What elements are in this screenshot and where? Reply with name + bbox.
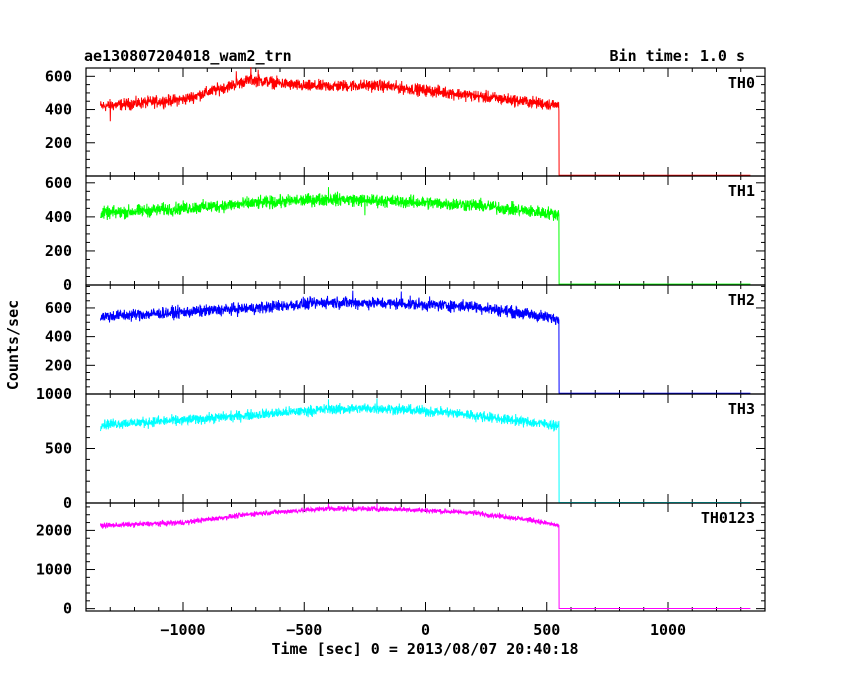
series-line-th0 <box>100 67 751 176</box>
y-tick-label: 0 <box>63 600 72 618</box>
panel-label-th0: TH0 <box>728 74 755 92</box>
y-tick-label: 600 <box>45 67 72 85</box>
y-tick-label: 200 <box>45 242 72 260</box>
series-line-th1 <box>100 187 751 285</box>
y-tick-label: 1000 <box>36 385 72 403</box>
bin-time-label: Bin time: 1.0 s <box>610 47 745 65</box>
x-tick-label: 500 <box>533 621 560 639</box>
panel-label-th3: TH3 <box>728 400 755 418</box>
x-tick-label: 1000 <box>650 621 686 639</box>
panel-label-th0123: TH0123 <box>701 509 755 527</box>
y-tick-label: 0 <box>63 276 72 294</box>
y-tick-label: 600 <box>45 174 72 192</box>
x-axis-label: Time [sec] 0 = 2013/08/07 20:40:18 <box>271 640 578 658</box>
panel-label-th2: TH2 <box>728 291 755 309</box>
series-line-th2 <box>100 290 751 394</box>
y-tick-label: 400 <box>45 208 72 226</box>
y-tick-label: 2000 <box>36 521 72 539</box>
series-line-th0123 <box>100 503 751 609</box>
panel-frame-th1 <box>85 175 766 286</box>
y-tick-label: 500 <box>45 440 72 458</box>
panels-group: 200 400 600 TH0 0 200 400 600 TH1 200 400 600 TH2 0 50… <box>36 67 766 639</box>
y-tick-label: 600 <box>45 299 72 317</box>
y-tick-label: 200 <box>45 134 72 152</box>
x-tick-label: −1000 <box>160 621 205 639</box>
series-line-th3 <box>100 398 751 503</box>
chart-title: ae130807204018_wam2_trn <box>84 47 292 65</box>
y-tick-label: 1000 <box>36 561 72 579</box>
panel-frame-th2 <box>85 284 766 395</box>
y-axis-label: Counts/sec <box>4 300 22 390</box>
y-tick-label: 0 <box>63 494 72 512</box>
panel-frame-th0123 <box>85 502 766 612</box>
y-tick-label: 400 <box>45 101 72 119</box>
panel-label-th1: TH1 <box>728 182 755 200</box>
x-tick-label: 0 <box>421 621 430 639</box>
y-tick-label: 200 <box>45 356 72 374</box>
panel-frame-th0 <box>85 67 766 177</box>
x-tick-label: −500 <box>286 621 322 639</box>
y-tick-label: 400 <box>45 328 72 346</box>
